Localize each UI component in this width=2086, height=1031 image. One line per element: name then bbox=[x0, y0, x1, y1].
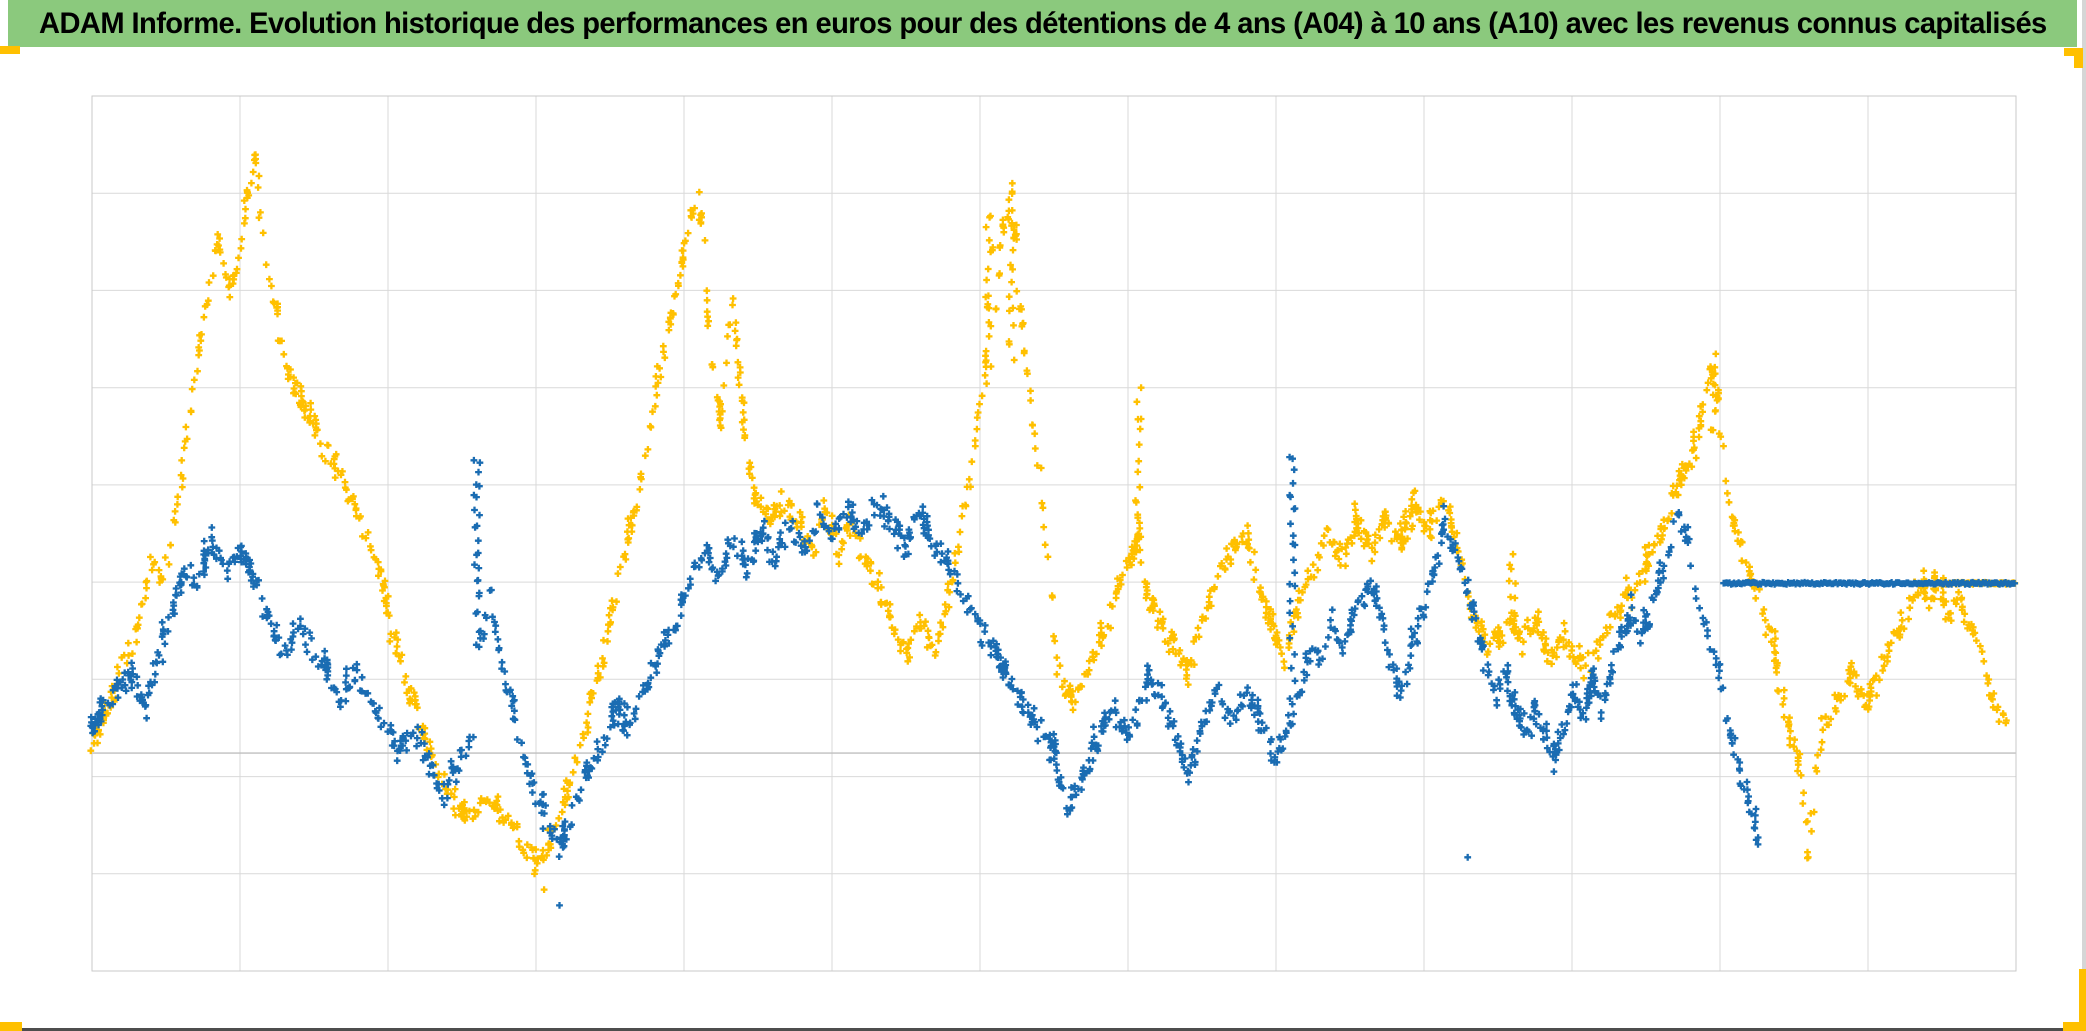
selection-handle-bottom-left[interactable] bbox=[0, 1022, 22, 1031]
performance-scatter-chart[interactable] bbox=[0, 47, 2086, 999]
selection-handle-bottom-right[interactable] bbox=[2063, 1022, 2086, 1031]
page-title: ADAM Informe. Evolution historique des p… bbox=[38, 6, 2047, 40]
gridlines bbox=[91, 95, 2017, 972]
title-banner: ADAM Informe. Evolution historique des p… bbox=[8, 0, 2077, 47]
selection-handle-top-right-v[interactable] bbox=[2074, 48, 2083, 68]
selection-handle-top-left[interactable] bbox=[0, 46, 20, 54]
series-blue-points[interactable] bbox=[87, 453, 2018, 909]
series-gold-points[interactable] bbox=[87, 151, 2019, 893]
window-right-edge bbox=[2082, 0, 2086, 1031]
window-bottom-edge bbox=[0, 1028, 2086, 1031]
chart-object[interactable] bbox=[0, 47, 2086, 999]
selection-handle-bottom-right-v[interactable] bbox=[2079, 969, 2086, 1031]
plot-area-border bbox=[91, 95, 2017, 972]
selection-handle-top-right[interactable] bbox=[2064, 48, 2083, 56]
